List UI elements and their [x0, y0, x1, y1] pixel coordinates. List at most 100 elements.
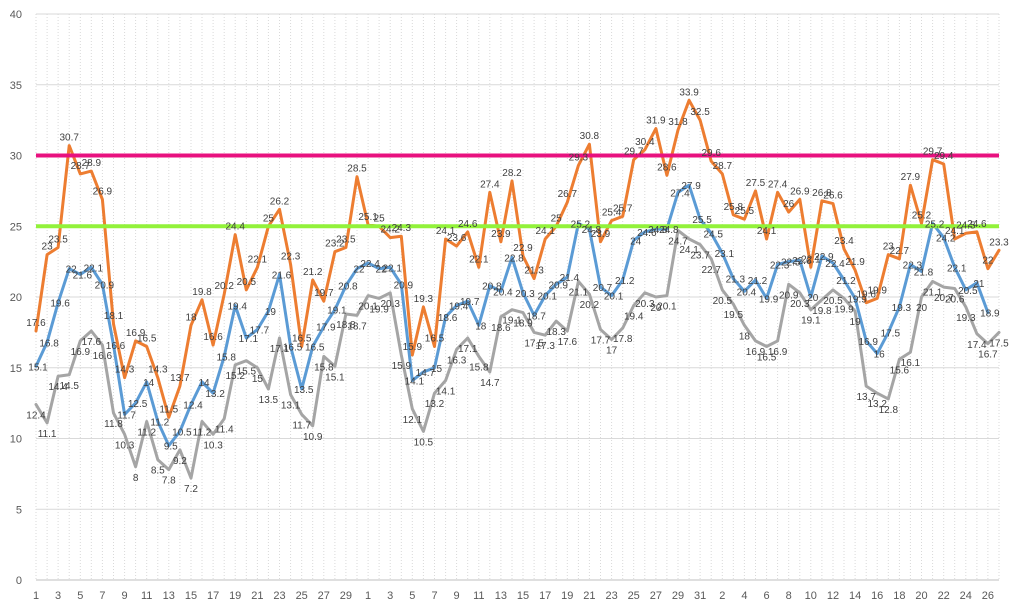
data-label-min: 20.3	[790, 299, 810, 310]
data-label-avg: 24.8	[582, 225, 602, 236]
data-label-max: 28.5	[347, 164, 367, 175]
data-label-avg: 21.6	[73, 270, 93, 281]
data-label-avg: 17.9	[316, 323, 336, 334]
data-label-max: 30.8	[580, 131, 600, 142]
data-label-max: 29.4	[934, 151, 954, 162]
data-label-avg: 22	[66, 265, 78, 276]
data-label-max: 14.3	[148, 365, 168, 376]
y-tick-label: 20	[10, 292, 22, 304]
data-label-avg: 17.7	[250, 326, 270, 337]
x-tick-label: 15	[185, 590, 197, 602]
y-tick-label: 25	[10, 221, 22, 233]
data-label-min: 11.8	[104, 419, 123, 430]
data-label-max: 29.7	[923, 147, 943, 158]
data-label-avg: 11.7	[117, 410, 136, 421]
data-label-min: 13.5	[259, 395, 279, 406]
y-tick-label: 35	[10, 80, 22, 92]
data-label-max: 26.9	[93, 186, 113, 197]
data-label-max: 23.9	[591, 229, 611, 240]
x-tick-label: 7	[99, 590, 105, 602]
data-label-max: 13.7	[170, 373, 190, 384]
data-label-max: 25	[374, 213, 386, 224]
data-label-max: 23.5	[336, 235, 356, 246]
data-label-max: 27.5	[746, 178, 766, 189]
y-tick-label: 0	[16, 575, 22, 587]
data-label-avg: 20.1	[604, 292, 624, 303]
x-tick-label: 5	[409, 590, 415, 602]
data-label-min: 18.8	[336, 320, 356, 331]
x-tick-label: 21	[251, 590, 263, 602]
data-label-max: 27.9	[901, 172, 921, 183]
data-label-avg: 12.4	[183, 401, 203, 412]
data-label-min: 11.4	[215, 425, 234, 436]
data-label-min: 10.3	[203, 440, 223, 451]
data-label-max: 23.3	[989, 237, 1009, 248]
reference-lines	[36, 153, 999, 229]
data-label-avg: 14	[143, 378, 155, 389]
data-label-min: 17.7	[591, 336, 611, 347]
data-label-min: 18.3	[546, 327, 566, 338]
data-label-min: 19	[850, 317, 862, 328]
data-label-avg: 24.6	[637, 228, 657, 239]
data-label-max: 18	[185, 312, 197, 323]
data-label-max: 19.8	[192, 287, 212, 298]
data-label-min: 10.3	[115, 440, 135, 451]
data-label-max: 21.3	[524, 266, 544, 277]
data-label-max: 26.6	[823, 191, 843, 202]
data-label-min: 16.9	[768, 347, 788, 358]
data-label-min: 17.1	[270, 344, 290, 355]
data-label-min: 24.1	[679, 245, 699, 256]
data-label-min: 12.1	[403, 415, 423, 426]
x-tick-label: 6	[764, 590, 770, 602]
data-label-max: 25	[263, 213, 275, 224]
x-tick-label: 17	[539, 590, 551, 602]
data-label-min: 16.3	[447, 355, 467, 366]
data-label-max: 14.3	[115, 365, 135, 376]
y-tick-label: 40	[10, 9, 22, 21]
data-label-min: 19.3	[956, 313, 976, 324]
data-label-avg: 25.5	[692, 215, 712, 226]
data-label-max: 24.6	[458, 219, 478, 230]
data-label-max: 24.1	[535, 226, 555, 237]
data-label-min: 17.5	[524, 338, 544, 349]
data-label-max: 15.9	[403, 342, 423, 353]
data-label-max: 16.6	[203, 332, 223, 343]
data-label-max: 26.8	[812, 188, 832, 199]
data-label-max: 28.6	[657, 162, 677, 173]
data-label-max: 18.1	[104, 311, 124, 322]
x-tick-label: 16	[871, 590, 883, 602]
data-label-max: 28.2	[502, 168, 522, 179]
data-label-min: 15	[252, 374, 264, 385]
data-label-avg: 22	[376, 265, 388, 276]
data-label-min: 14.5	[59, 381, 79, 392]
data-label-min: 17.4	[967, 340, 987, 351]
data-label-max: 25.7	[613, 203, 633, 214]
x-tick-label: 23	[605, 590, 617, 602]
y-tick-label: 5	[16, 504, 22, 516]
data-label-avg: 27.9	[681, 181, 701, 192]
data-label-avg: 22.3	[770, 261, 790, 272]
data-label-min: 19.9	[369, 304, 389, 315]
data-label-avg: 14.7	[416, 368, 436, 379]
x-tick-label: 29	[340, 590, 352, 602]
data-label-avg: 19.1	[327, 306, 347, 317]
data-label-min: 18.9	[513, 319, 533, 330]
data-label-avg: 24.8	[648, 225, 668, 236]
data-label-max: 21.9	[845, 257, 865, 268]
data-label-max: 16.9	[126, 328, 146, 339]
data-label-max: 25	[551, 213, 563, 224]
data-label-min: 19.9	[834, 304, 854, 315]
data-label-avg: 24.5	[703, 229, 723, 240]
x-tick-label: 13	[163, 590, 175, 602]
data-label-avg: 20.8	[482, 282, 502, 293]
data-label-min: 20.3	[635, 299, 655, 310]
data-label-max: 22.1	[801, 254, 821, 265]
x-tick-label: 26	[982, 590, 994, 602]
x-tick-label: 19	[561, 590, 573, 602]
data-label-min: 18.7	[347, 321, 367, 332]
data-label-max: 23.6	[447, 233, 467, 244]
x-tick-label: 17	[207, 590, 219, 602]
x-tick-label: 7	[431, 590, 437, 602]
data-label-min: 16.6	[93, 351, 113, 362]
data-label-max: 19.3	[414, 294, 434, 305]
